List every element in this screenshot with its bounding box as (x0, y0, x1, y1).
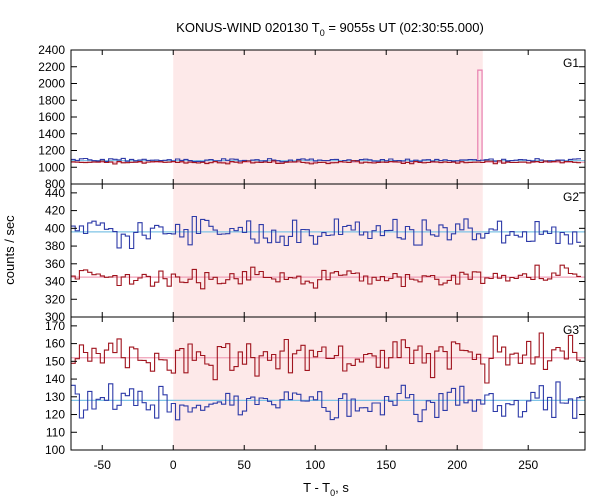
panel-1-y-tick-label: 1200 (38, 144, 65, 158)
panel-2-y-tick-label: 400 (45, 221, 65, 235)
panel-3-y-tick-label: 150 (45, 354, 65, 368)
interval-highlight-band (173, 50, 483, 450)
x-tick-label: 0 (170, 458, 177, 472)
x-axis-title-rest: , s (335, 480, 349, 495)
axes-layer (70, 49, 586, 451)
panel-1-label: G1 (563, 56, 579, 70)
panel-3-series-2-step-line (71, 381, 581, 423)
panel-1-y-tick-label: 2200 (38, 60, 65, 74)
panel-2-series-2-step-line (71, 264, 581, 290)
panel-3-y-tick-label: 140 (45, 372, 65, 386)
panel-2-y-tick-label: 360 (45, 257, 65, 271)
chart-title-main: KONUS-WIND 020130 T (176, 20, 320, 35)
panel-2-y-tick-label: 380 (45, 239, 65, 253)
x-tick-label: 150 (376, 458, 396, 472)
series-layer (71, 69, 585, 423)
panel-2-y-tick-label: 420 (45, 204, 65, 218)
panel-3-y-tick-label: 100 (45, 443, 65, 457)
chart-title-rest: = 9055s UT (02:30:55.000) (325, 20, 484, 35)
panel-2-y-tick-label: 340 (45, 275, 65, 289)
panel-2-y-tick-label: 440 (45, 186, 65, 200)
panel-1-y-tick-label: 1400 (38, 127, 65, 141)
panel-3-y-tick-label: 110 (46, 425, 65, 439)
chart-title: KONUS-WIND 020130 T0 = 9055s UT (02:30:5… (176, 20, 484, 38)
x-axis-title: T - T0, s (303, 480, 349, 498)
panel-1-y-tick-label: 1600 (38, 110, 65, 124)
panel-1-y-tick-label: 1000 (38, 160, 65, 174)
panel-3-y-tick-label: 120 (45, 408, 65, 422)
y-axis-title: counts / sec (2, 215, 17, 285)
panel-1-y-tick-label: 2400 (38, 43, 65, 57)
panel-3-series-1-step-line (71, 332, 581, 384)
highlight-layer (173, 50, 483, 450)
panel-1-y-tick-label: 800 (45, 177, 65, 191)
x-tick-label: 250 (518, 458, 538, 472)
panel-3-y-tick-label: 130 (45, 390, 65, 404)
panel-2-y-tick-label: 300 (45, 310, 65, 324)
chart-title-subscript: 0 (320, 28, 325, 38)
panel-2-series-1-step-line (71, 215, 581, 250)
panel-3-y-tick-label: 170 (45, 319, 65, 333)
x-tick-label: 100 (305, 458, 325, 472)
x-tick-label: 50 (238, 458, 252, 472)
panel-3-frame (70, 316, 586, 451)
panel-1-series-2-step-line (71, 160, 581, 165)
panel-2-y-tick-label: 320 (45, 292, 65, 306)
panel-3-label: G3 (563, 323, 579, 337)
panel-1-spike-bar (477, 69, 483, 161)
x-tick-label: -50 (94, 458, 112, 472)
panel-2-label: G2 (563, 190, 579, 204)
text-layer: KONUS-WIND 020130 T0 = 9055s UT (02:30:5… (2, 20, 579, 498)
panel-3-y-tick-label: 160 (45, 337, 65, 351)
x-axis-title-subscript: 0 (330, 488, 335, 498)
panel-1-y-tick-label: 1800 (38, 93, 65, 107)
x-axis-title-main: T - T (303, 480, 330, 495)
panel-1-y-tick-label: 2000 (38, 77, 65, 91)
x-tick-label: 200 (447, 458, 467, 472)
